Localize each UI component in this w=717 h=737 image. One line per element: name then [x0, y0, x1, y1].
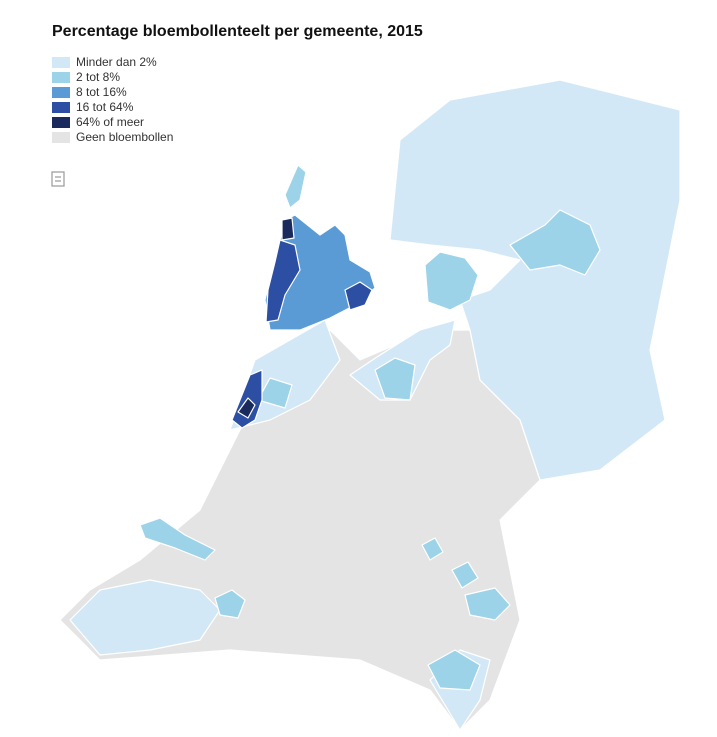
region [265, 239, 301, 323]
legend-label: 2 tot 8% [76, 70, 120, 84]
region [509, 209, 601, 276]
region [284, 164, 307, 209]
region [374, 357, 416, 401]
legend-swatch [52, 117, 70, 128]
title: Percentage bloembollenteelt per gemeente… [52, 23, 423, 40]
download-icon [51, 171, 65, 187]
region [451, 561, 479, 589]
legend: Minder dan 2%2 tot 8%8 tot 16%16 tot 64%… [52, 55, 173, 144]
legend-swatch [52, 132, 70, 143]
region [139, 517, 216, 561]
legend-swatch [52, 72, 70, 83]
legend-swatch [52, 87, 70, 98]
legend-label: 16 tot 64% [76, 100, 134, 114]
legend-label: Geen bloembollen [76, 130, 173, 144]
legend-label: Minder dan 2% [76, 55, 157, 69]
region [464, 587, 511, 621]
legend-swatch [52, 57, 70, 68]
region [344, 281, 373, 311]
region [257, 377, 293, 409]
region [427, 649, 481, 691]
region [237, 397, 256, 419]
legend-label: 64% of meer [76, 115, 144, 129]
legend-label: 8 tot 16% [76, 85, 127, 99]
region [389, 79, 681, 481]
region [281, 217, 295, 241]
region [214, 589, 246, 619]
region [424, 251, 479, 311]
legend-swatch [52, 102, 70, 113]
map [59, 79, 681, 731]
region [421, 537, 444, 561]
